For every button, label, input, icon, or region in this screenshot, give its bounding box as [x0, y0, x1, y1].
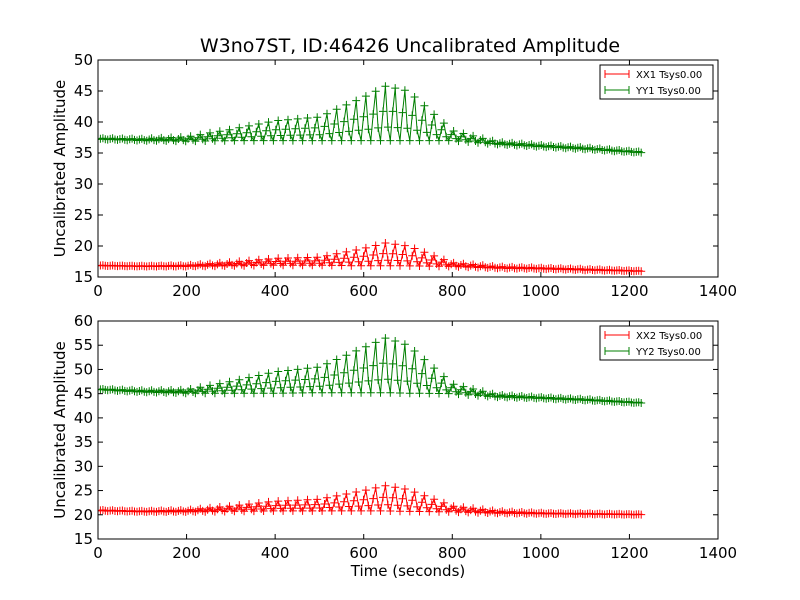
y-tick-label: 15	[74, 268, 93, 286]
y-axis-label: Uncalibrated Amplitude	[51, 80, 69, 257]
x-tick-label: 400	[261, 282, 290, 300]
y-tick-label: 15	[74, 530, 93, 548]
y-tick-label: 30	[74, 457, 93, 475]
y-tick-label: 30	[74, 175, 93, 193]
y-tick-label: 55	[74, 336, 93, 354]
x-tick-label: 1200	[610, 282, 648, 300]
series-2-line	[98, 82, 646, 157]
legend: XX1 Tsys0.00 YY1 Tsys0.00	[599, 64, 714, 100]
y-tick-label: 40	[74, 113, 93, 131]
x-axis-label: Time (seconds)	[350, 562, 466, 580]
series-1-line	[98, 481, 646, 519]
x-tick-label: 200	[172, 282, 201, 300]
legend-entry-label: XX1 Tsys0.00	[636, 70, 702, 81]
chart-title: W3no7ST, ID:46426 Uncalibrated Amplitude	[200, 35, 620, 57]
axes-frame	[97, 59, 719, 278]
legend-box	[599, 64, 714, 100]
series-1-line	[98, 239, 646, 276]
x-tick-label: 0	[93, 544, 103, 562]
x-tick-label: 1400	[699, 282, 737, 300]
x-tick-label: 1000	[522, 544, 560, 562]
y-tick-label: 25	[74, 482, 93, 500]
y-tick-label: 20	[74, 506, 93, 524]
legend-marker	[604, 86, 630, 94]
legend-marker	[604, 331, 630, 339]
x-tick-label: 0	[93, 282, 103, 300]
y-tick-label: 60	[74, 312, 93, 330]
y-tick-label: 35	[74, 144, 93, 162]
y-tick-label: 40	[74, 409, 93, 427]
series-1-markers	[98, 481, 646, 519]
series-1-markers	[98, 239, 646, 276]
y-tick-label: 45	[74, 82, 93, 100]
legend-entry-label: YY1 Tsys0.00	[635, 86, 701, 97]
x-tick-label: 1400	[699, 544, 737, 562]
legend: XX2 Tsys0.00 YY2 Tsys0.00	[599, 325, 714, 361]
plot-area	[98, 82, 646, 276]
x-tick-label: 1200	[610, 544, 648, 562]
x-tick-label: 600	[349, 282, 378, 300]
x-tick-label: 400	[261, 544, 290, 562]
y-tick-label: 50	[74, 360, 93, 378]
x-tick-label: 1000	[522, 282, 560, 300]
x-tick-label: 800	[438, 544, 467, 562]
x-tick-label: 800	[438, 282, 467, 300]
axes-frame	[97, 320, 719, 540]
bottom-plot: 0 200 400 600 800 1000 1200 1400 15 20 25 30 35 40 45 5…	[51, 312, 737, 580]
series-2-markers	[98, 82, 646, 157]
x-tick-label: 200	[172, 544, 201, 562]
y-tick-label: 50	[74, 51, 93, 69]
legend-marker	[604, 347, 630, 355]
y-tick-label: 25	[74, 206, 93, 224]
legend-entry-label: XX2 Tsys0.00	[636, 331, 702, 342]
x-tick-label: 600	[349, 544, 378, 562]
y-tick-label: 35	[74, 433, 93, 451]
series-2-markers	[98, 334, 646, 407]
y-tick-label: 20	[74, 237, 93, 255]
legend-box	[599, 325, 714, 361]
series-2-line	[98, 334, 646, 407]
plot-area	[98, 334, 646, 519]
top-plot: 0 200 400 600 800 1000 1200 1400 15 20 25 30 35 40 45 5…	[51, 51, 737, 300]
legend-marker	[604, 70, 630, 78]
y-tick-label: 45	[74, 385, 93, 403]
legend-entry-label: YY2 Tsys0.00	[635, 347, 701, 358]
y-axis-label: Uncalibrated Amplitude	[51, 341, 69, 518]
